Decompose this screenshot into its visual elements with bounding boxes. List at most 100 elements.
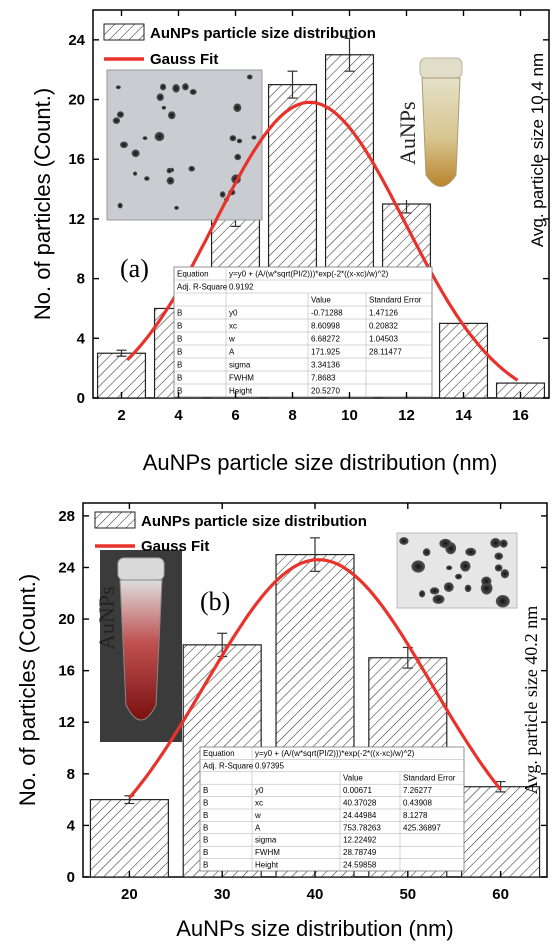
x-tick-label: 8: [288, 407, 296, 424]
nanoparticle-dot: [219, 191, 226, 198]
table-cell: B: [203, 861, 208, 870]
nanoparticle-dot: [182, 83, 189, 91]
table-cell: B: [203, 799, 208, 808]
table-cell: B: [177, 309, 182, 318]
table-cell: 6.68272: [311, 335, 340, 344]
table-cell: Adj. R-Square: [177, 283, 228, 292]
table-cell: B: [203, 836, 208, 845]
nanoparticle-dot: [460, 560, 471, 572]
y-tick-label: 16: [58, 663, 75, 680]
table-cell: 7.26277: [403, 786, 432, 795]
table-cell: 12.22492: [343, 836, 377, 845]
y-tick-label: 8: [67, 766, 75, 783]
table-cell: Value: [343, 774, 363, 783]
nanoparticle-dot: [160, 83, 167, 91]
y-tick-label: 20: [68, 92, 85, 109]
legend-bar-label-b: AuNPs particle size distribution: [141, 513, 367, 530]
table-cell: B: [177, 335, 182, 344]
nanoparticle-dot: [429, 587, 440, 595]
nanoparticle-dot: [112, 117, 121, 124]
x-tick-label: 30: [214, 886, 231, 903]
nanoparticle-dot: [166, 176, 175, 185]
nanoparticle-dot: [189, 88, 197, 95]
nanoparticle-dot: [172, 84, 180, 93]
table-cell: Standard Error: [369, 296, 422, 305]
nanoparticle-dot: [251, 135, 257, 140]
nanoparticle-dot: [443, 582, 454, 592]
photo-label-a: AuNPs: [395, 101, 420, 165]
bar: [89, 799, 169, 878]
legend-fit-label-b: Gauss Fit: [141, 538, 209, 555]
bar: [96, 352, 147, 399]
table-cell: y0: [255, 786, 264, 795]
table-cell: 40.37028: [343, 799, 377, 808]
table-cell: Standard Error: [403, 774, 456, 783]
x-tick-label: 60: [492, 886, 509, 903]
fit-table-a: Equation y=y0 + (A/(w*sqrt(PI/2)))*exp(-2…: [173, 266, 433, 398]
table-cell: w: [228, 335, 235, 344]
x-tick-label: 12: [398, 407, 415, 424]
table-cell: 8.60998: [311, 322, 340, 331]
nanoparticle-dot: [115, 85, 121, 90]
table-cell: B: [203, 848, 208, 857]
nanoparticle-dot: [465, 547, 477, 557]
x-tick-label: 16: [512, 407, 529, 424]
right-label-b: Avg. particle size 40.2 nm: [521, 606, 541, 795]
x-axis-title-a: AuNPs particle size distribution (nm): [143, 450, 498, 475]
bar: [461, 786, 541, 878]
nanoparticle-dot: [432, 594, 445, 604]
table-cell: B: [177, 361, 182, 370]
table-cell: 24.44984: [343, 811, 377, 820]
table-cell: B: [177, 322, 182, 331]
panel-label-a: (a): [120, 254, 149, 283]
x-tick-label: 50: [399, 886, 416, 903]
table-cell: 425.36897: [403, 823, 441, 832]
nanoparticle-dot: [161, 105, 167, 110]
gauss-fit-curve-a: [126, 100, 519, 382]
nanoparticle-dot: [144, 176, 150, 181]
nanoparticle-dot: [481, 576, 492, 586]
table-cell: B: [177, 387, 182, 396]
table-cell: 8.1278: [403, 811, 428, 820]
legend-fit-label-a: Gauss Fit: [150, 51, 218, 68]
table-cell: A: [255, 823, 261, 832]
table-cell: FWHM: [255, 848, 280, 857]
nanoparticle-dot: [119, 141, 128, 149]
nanoparticle-dot: [188, 165, 195, 172]
nanoparticle-dot: [236, 138, 243, 144]
table-cell: 0.43908: [403, 799, 432, 808]
nanoparticle-dot: [490, 537, 501, 549]
nanoparticle-dot: [174, 205, 179, 210]
table-cell: Height: [255, 861, 279, 870]
table-cell: y=y0 + (A/(w*sqrt(PI/2)))*exp(-2*((x-xc)…: [229, 270, 389, 279]
y-tick-label: 4: [77, 330, 86, 347]
nanoparticle-dot: [422, 548, 431, 557]
y-axis-title-b: No. of particles (Count.): [15, 574, 40, 806]
table-cell: -0.71288: [311, 309, 343, 318]
table-cell: 28.11477: [369, 348, 402, 357]
nanoparticle-dot: [494, 564, 503, 572]
table-cell: xc: [255, 799, 263, 808]
table-cell: 7.8683: [311, 374, 336, 383]
y-tick-label: 24: [58, 559, 75, 576]
table-cell: sigma: [255, 836, 277, 845]
bar: [438, 322, 489, 399]
x-tick-label: 20: [121, 886, 138, 903]
y-axis-title-a: No. of particles (Count.): [30, 88, 55, 320]
nanoparticle-dot: [116, 111, 124, 118]
table-cell: B: [203, 786, 208, 795]
photo-label-b: AuNPs: [94, 586, 119, 650]
nanoparticle-dot: [499, 539, 508, 548]
table-cell: y0: [229, 309, 238, 318]
table-cell: 1.04503: [369, 335, 398, 344]
table-cell: 171.925: [311, 348, 340, 357]
x-tick-label: 40: [307, 886, 324, 903]
table-cell: y=y0 + (A/(w*sqrt(PI/2)))*exp(-2*((x-xc)…: [255, 749, 415, 758]
nanoparticle-dot: [117, 202, 123, 209]
legend-a: AuNPs particle size distribution Gauss F…: [103, 23, 376, 68]
table-cell: xc: [229, 322, 237, 331]
y-tick-label: 16: [68, 151, 85, 168]
nanoparticle-dot: [156, 93, 164, 102]
y-tick-label: 12: [68, 211, 85, 228]
